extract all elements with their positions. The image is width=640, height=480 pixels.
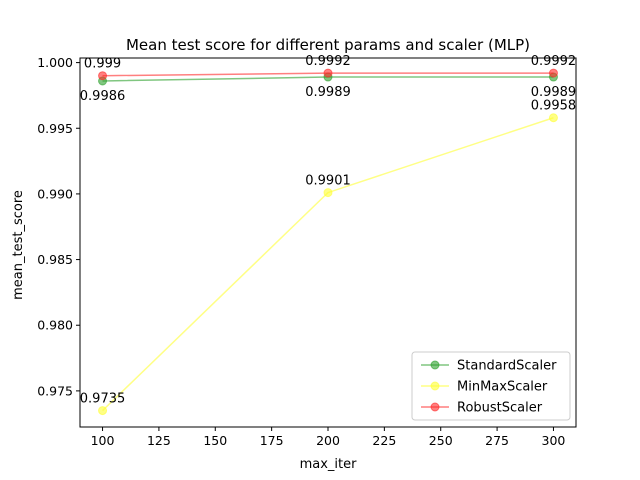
data-label-standardscaler: 0.9989 — [531, 85, 577, 100]
data-point-robustscaler — [323, 68, 333, 78]
y-tick-label: 0.975 — [37, 383, 73, 398]
y-tick-label: 0.995 — [37, 121, 73, 136]
data-label-minmaxscaler: 0.9901 — [305, 174, 351, 189]
chart-title: Mean test score for different params and… — [126, 36, 530, 54]
legend-marker-minmaxscaler — [430, 381, 440, 391]
data-label-robustscaler: 0.9992 — [531, 54, 577, 69]
x-tick-label: 275 — [485, 433, 509, 448]
x-tick-label: 100 — [91, 433, 115, 448]
y-axis-label: mean_test_score — [11, 190, 26, 300]
legend-label-minmaxscaler: MinMaxScaler — [457, 380, 548, 395]
x-tick-label: 175 — [260, 433, 284, 448]
data-label-robustscaler: 0.999 — [84, 57, 121, 72]
legend-box — [411, 351, 571, 421]
legend-label-robustscaler: RobustScaler — [457, 401, 543, 416]
y-tick-label: 0.990 — [37, 186, 73, 201]
data-label-minmaxscaler: 0.9735 — [80, 392, 126, 407]
legend-label-standardscaler: StandardScaler — [457, 359, 557, 374]
legend-marker-robustscaler — [430, 402, 440, 412]
data-point-robustscaler — [98, 71, 108, 81]
x-tick-label: 150 — [203, 433, 227, 448]
plot-area: 100 125 150 175 200 225 250 275 300 0.975 0.980 0.9… — [37, 54, 577, 448]
data-label-standardscaler: 0.9989 — [305, 85, 351, 100]
y-tick-label: 1.000 — [37, 55, 73, 70]
legend-marker-standardscaler — [430, 360, 440, 370]
data-label-robustscaler: 0.9992 — [305, 54, 351, 69]
data-label-minmaxscaler: 0.9958 — [531, 99, 577, 114]
x-tick-label: 250 — [429, 433, 453, 448]
data-point-minmaxscaler — [548, 113, 558, 123]
x-tick-label: 225 — [372, 433, 396, 448]
y-tick-label: 0.985 — [37, 252, 73, 267]
data-point-minmaxscaler — [98, 406, 108, 416]
data-point-minmaxscaler — [323, 188, 333, 198]
y-tick-label: 0.980 — [37, 318, 73, 333]
x-tick-label: 300 — [542, 433, 566, 448]
data-label-standardscaler: 0.9986 — [80, 89, 126, 104]
data-point-robustscaler — [548, 68, 558, 78]
legend: StandardScaler MinMaxScaler RobustScaler — [411, 351, 571, 421]
x-tick-label: 200 — [316, 433, 340, 448]
x-tick-label: 125 — [147, 433, 171, 448]
x-axis-label: max_iter — [300, 457, 358, 472]
